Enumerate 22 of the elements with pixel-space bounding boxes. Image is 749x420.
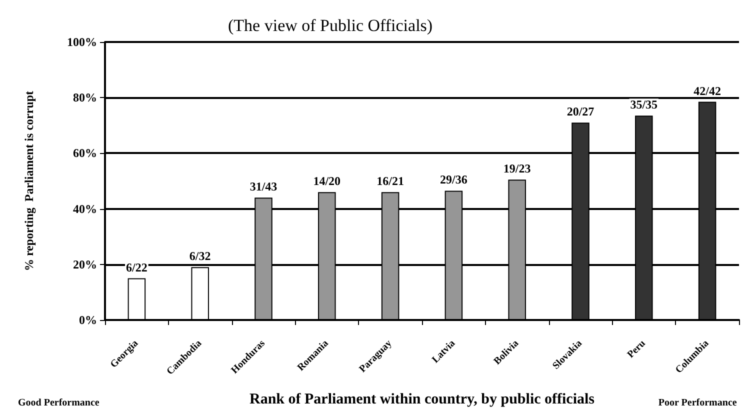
data-label: 35/35 (630, 98, 658, 112)
y-tick-label: 40% (73, 202, 97, 216)
x-axis-title: Rank of Parliament within country, by public officials (249, 392, 595, 408)
data-label: 6/32 (189, 249, 211, 264)
data-label: 29/36 (440, 172, 468, 187)
y-tick-label: 20% (73, 257, 97, 272)
chart-title: (The view of Public Officials) (228, 16, 433, 35)
data-label: 16/21 (376, 174, 404, 188)
y-axis-title: % reporting Parliament is corrupt (22, 90, 36, 272)
text: Poor Performance (658, 398, 738, 408)
y-tick-label: 100% (67, 35, 97, 49)
data-label: 19/23 (503, 162, 531, 176)
data-label: 31/43 (250, 180, 278, 194)
data-label: 14/20 (313, 174, 341, 188)
y-tick-label: 0% (79, 313, 97, 327)
data-label: 42/42 (694, 84, 721, 98)
y-tick-label: 80% (73, 90, 97, 105)
x-tick-label: Peru (626, 338, 648, 360)
y-tick-label: 60% (73, 146, 97, 160)
data-label: 20/27 (566, 104, 594, 119)
text: Good Performance (18, 398, 100, 408)
data-label: 6/22 (126, 260, 148, 274)
